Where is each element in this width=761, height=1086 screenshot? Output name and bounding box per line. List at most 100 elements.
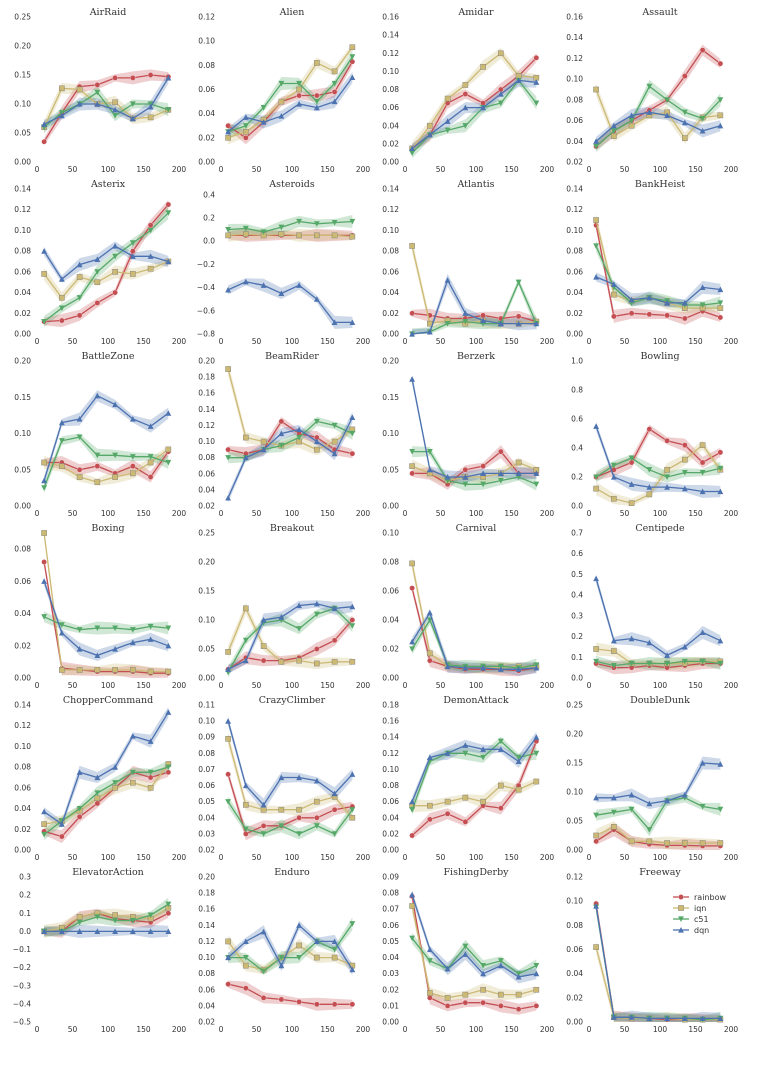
x-tick-label: 100	[101, 509, 116, 518]
x-tick-label: 50	[68, 681, 78, 690]
point-rainbow	[41, 138, 47, 145]
panel-title: BeamRider	[265, 351, 319, 362]
point-dqn	[681, 299, 688, 306]
point-rainbow	[480, 312, 486, 319]
y-tick-label: 0.00	[198, 158, 215, 167]
point-iqn	[699, 840, 706, 846]
point-c51	[699, 803, 706, 810]
point-dqn	[409, 145, 415, 152]
point-dqn	[593, 138, 599, 144]
point-dqn	[646, 109, 653, 115]
point-dqn	[278, 290, 285, 296]
point-iqn	[130, 271, 136, 277]
point-dqn	[646, 294, 653, 301]
point-dqn	[480, 970, 486, 977]
point-dqn	[409, 638, 415, 645]
x-tick-label: 0	[403, 853, 408, 862]
point-dqn	[349, 966, 356, 973]
point-c51	[409, 807, 415, 813]
y-tick-label: 0.07	[382, 905, 399, 914]
point-c51	[349, 623, 356, 629]
point-rainbow	[664, 437, 670, 444]
line-c51	[411, 937, 537, 975]
point-dqn	[409, 798, 415, 805]
point-dqn	[41, 121, 47, 127]
y-tick-label: 0.06	[198, 469, 215, 478]
point-iqn	[243, 434, 249, 441]
x-tick-label: 50	[620, 853, 630, 862]
point-dqn	[242, 782, 249, 789]
point-dqn	[41, 578, 47, 584]
point-dqn	[664, 797, 670, 804]
point-dqn	[129, 416, 136, 422]
x-tick-label: 150	[320, 509, 335, 518]
point-iqn	[427, 122, 433, 129]
point-c51	[533, 481, 540, 488]
point-rainbow	[646, 426, 653, 432]
point-iqn	[462, 794, 469, 801]
y-tick-label: 0.04	[14, 288, 31, 297]
point-c51	[349, 54, 356, 60]
line-c51	[43, 436, 169, 489]
point-iqn	[296, 86, 302, 93]
line-iqn	[43, 448, 169, 483]
point-rainbow	[225, 446, 231, 453]
y-tick-label: 0.04	[382, 616, 399, 625]
y-tick-label: 0.16	[566, 13, 583, 22]
y-tick-label: 0.04	[382, 288, 399, 297]
point-c51	[296, 434, 302, 441]
point-c51	[76, 295, 83, 301]
point-c51	[313, 823, 320, 829]
x-tick-label: 50	[252, 853, 262, 862]
point-iqn	[498, 782, 504, 789]
point-dqn	[296, 774, 302, 781]
point-dqn	[717, 122, 724, 129]
y-tick-label: 0.12	[198, 13, 215, 22]
x-tick-label: 100	[101, 1025, 116, 1034]
y-tick-label: 0.06	[382, 267, 399, 276]
point-dqn	[480, 746, 486, 752]
band-iqn	[44, 445, 169, 486]
y-tick-label: 0.5	[571, 570, 583, 579]
y-tick-label: 0.00	[14, 502, 31, 511]
line-iqn	[595, 444, 721, 504]
point-iqn	[349, 233, 356, 240]
y-tick-label: 0.15	[14, 71, 31, 80]
panel-title: Berzerk	[457, 351, 495, 362]
y-tick-label: 0.02	[382, 645, 399, 654]
point-rainbow	[314, 1001, 320, 1008]
legend-label-c51: c51	[694, 915, 709, 924]
point-dqn	[147, 928, 154, 934]
point-iqn	[699, 442, 706, 448]
point-dqn	[225, 128, 231, 135]
point-dqn	[112, 401, 118, 408]
point-dqn	[628, 791, 635, 798]
point-c51	[515, 279, 522, 286]
y-tick-label: 0.10	[198, 37, 215, 46]
x-tick-label: 0	[219, 681, 224, 690]
panel-demonattack: DemonAttack 0.00 0.02 0.04 0.06 0.08 0.10 0.12 0…	[382, 695, 554, 862]
point-c51	[313, 418, 320, 425]
point-iqn	[593, 217, 599, 223]
x-tick-label: 0	[35, 509, 40, 518]
x-tick-label: 150	[504, 1025, 519, 1034]
x-tick-label: 50	[436, 509, 446, 518]
panel-title: Enduro	[274, 867, 310, 878]
point-rainbow	[94, 800, 101, 807]
y-tick-label: 0.05	[198, 645, 215, 654]
point-dqn	[260, 446, 267, 453]
y-tick-label: 0.12	[566, 873, 583, 882]
panel-title: Freeway	[639, 867, 681, 878]
x-tick-label: 50	[68, 1025, 78, 1034]
point-dqn	[444, 118, 451, 124]
x-tick-label: 100	[653, 853, 668, 862]
point-dqn	[497, 320, 504, 327]
point-c51	[129, 454, 136, 460]
line-dqn	[411, 79, 537, 149]
point-dqn	[717, 488, 724, 495]
x-tick-label: 200	[356, 1025, 371, 1034]
point-iqn	[112, 99, 118, 106]
point-iqn	[533, 778, 540, 785]
point-c51	[76, 627, 83, 633]
